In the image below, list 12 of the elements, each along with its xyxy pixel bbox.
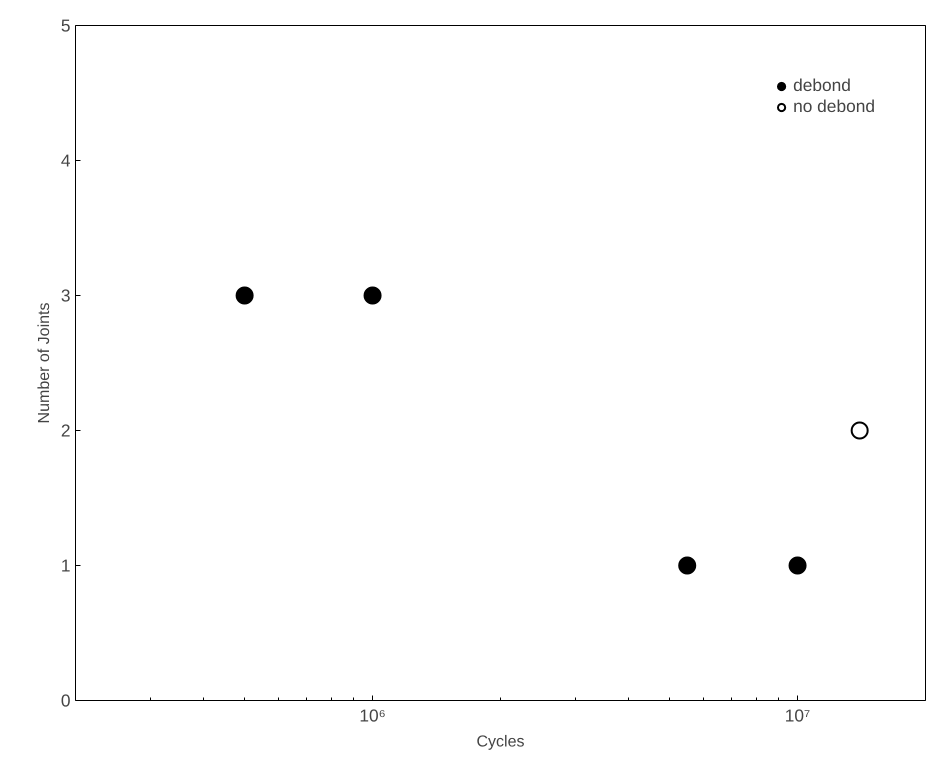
x-axis-title: Cycles <box>476 734 525 750</box>
y-tick-label: 2 <box>60 420 71 440</box>
y-tick-label: 1 <box>60 556 71 576</box>
y-tick-label: 0 <box>60 690 71 710</box>
y-tick-label: 5 <box>60 16 71 36</box>
legend-label: debond <box>793 75 851 96</box>
y-tick-label: 3 <box>60 286 71 306</box>
x-tick-label: 10⁷ <box>784 706 810 726</box>
legend-label: no debond <box>793 96 875 117</box>
y-tick-label: 4 <box>60 150 71 170</box>
y-axis-title: Number of Joints <box>36 302 53 424</box>
x-tick-label: 10⁶ <box>359 706 386 726</box>
